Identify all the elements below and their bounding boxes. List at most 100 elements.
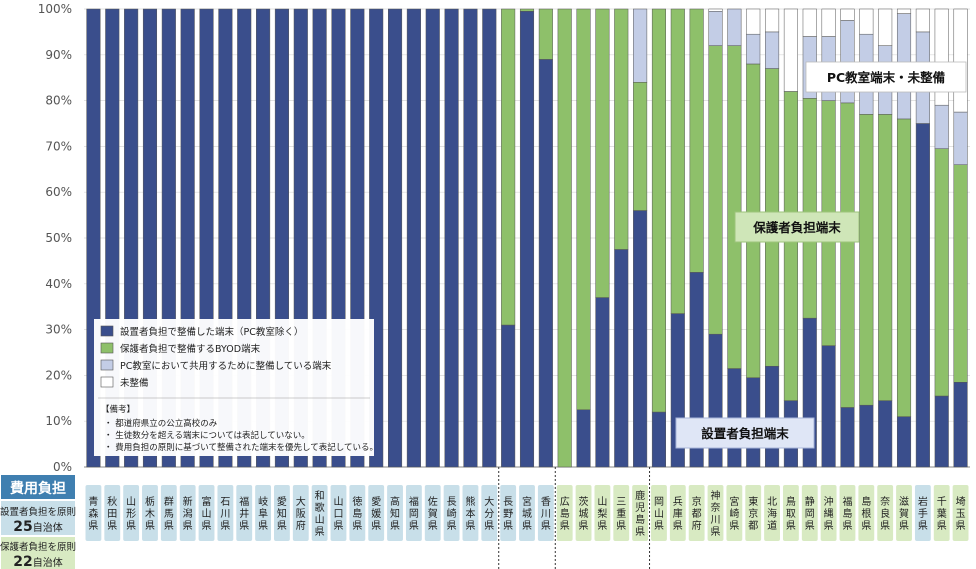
x-category: 京都府 [688,485,705,541]
x-tick-label: 奈良県 [880,495,890,532]
bar-segment [802,98,817,319]
x-tick-label: 鹿児島県 [635,489,645,538]
x-category: 奈良県 [877,485,894,541]
bar-segment [821,8,836,37]
note-1: ・ 都道府県立の公立高校のみ [104,418,218,429]
x-category-box [405,485,422,541]
bar-segment [519,11,535,468]
bar-group [896,8,912,468]
guardian-label: 保護者負担を原則 [0,541,76,553]
bar-segment [614,249,629,468]
legend: 設置者負担で整備した端末（PC教室除く） 保護者負担で整備するBYOD端末 PC… [94,319,378,456]
x-category-box [236,485,253,541]
x-tick-label: 茨城県 [579,495,589,532]
x-category-box [651,485,667,541]
x-category: 静岡県 [801,485,818,541]
x-category: 熊本県 [462,485,479,541]
note-3: ・ 費用負担の原則に基づいて整備された端末を優先して表記している。 [104,442,378,453]
x-category: 埼玉県 [952,485,969,541]
x-category-box [160,485,177,541]
bar-segment [915,8,930,33]
y-tick-label: 10% [45,414,72,428]
legend-label-guardian: 保護者負担で整備するBYOD端末 [120,343,261,355]
x-tick-label: 愛媛県 [371,495,381,532]
bar-segment [576,8,591,410]
x-tick-label: 埼玉県 [956,495,966,532]
x-category: 福井県 [236,485,253,541]
x-category-box [877,485,894,541]
x-category: 滋賀県 [896,485,912,541]
bar-segment [934,104,949,149]
setter-unit: 自治体 [33,521,63,534]
bar-segment [765,365,780,468]
bar-segment [915,123,930,468]
annotation-guardian-text: 保護者負担端末 [752,220,841,235]
bar-group [614,8,629,468]
x-category-box [914,485,931,541]
bar-segment [689,8,704,273]
group-separators [498,467,651,569]
bar-group [651,8,666,468]
x-category-box [688,485,705,541]
x-category: 石川県 [217,485,234,541]
x-category-box [537,485,554,541]
x-tick-label: 和歌山県 [315,490,325,538]
bar-group [463,8,478,468]
x-tick-label: 愛知県 [277,495,287,532]
bar-segment [651,8,666,413]
x-tick-label: 熊本県 [465,495,475,532]
x-tick-label: 三重県 [616,497,626,532]
x-axis-labels: 青森県秋田県山形県栃木県群馬県新潟県富山県石川県福井県岐阜県愛知県大阪府和歌山県… [85,485,969,541]
note-2: ・ 生徒数分を超える端末については表記していない。 [104,430,310,441]
bar-group [689,8,704,468]
bar-segment [878,400,893,468]
x-tick-label: 東京都 [748,495,758,532]
y-tick-label: 0% [53,460,72,474]
bar-segment [840,407,855,468]
y-tick-label: 90% [45,48,72,62]
x-category: 岩手県 [914,485,931,541]
legend-swatch-none [100,376,114,388]
x-tick-label: 鳥取県 [786,495,796,532]
x-category-box [575,485,592,541]
x-category-box [613,485,630,541]
bar-segment [501,8,516,326]
bar-segment [406,8,421,468]
annotation-pc-unmaintained: PC教室端末・未整備 [805,61,967,93]
x-category: 香川県 [537,485,554,541]
x-tick-label: 岐阜県 [258,495,268,532]
x-category-box [142,485,158,541]
bar-group [708,8,723,468]
legend-swatch-setter [100,325,114,337]
guardian-unit: 自治体 [33,556,63,569]
x-category: 神奈川県 [707,485,724,541]
y-tick-label: 80% [45,94,72,108]
x-category: 北海道 [764,485,780,541]
bar-segment [576,409,591,468]
x-category-box [255,485,272,541]
y-tick-label: 60% [45,185,72,199]
legend-swatch-guardian [100,342,114,354]
x-category-box [896,485,912,541]
x-tick-label: 岩手県 [918,495,928,532]
x-category-box [198,485,215,541]
x-category: 福島県 [839,485,856,541]
bar-segment [878,114,893,401]
x-tick-label: 千葉県 [937,496,947,532]
bar-segment [953,8,968,113]
y-axis: 0% 10% 20% 30% 40% 50% 60% 70% 80% 90% 100% [38,2,72,474]
annotation-pc-text: PC教室端末・未整備 [827,70,946,85]
notes-title: 【備考】 [101,404,135,415]
bar-segment [859,404,874,468]
bar-segment [595,297,610,468]
x-category-box [330,485,347,541]
annotation-guardian: 保護者負担端末 [734,211,860,243]
legend-background [94,319,374,456]
bar-segment [444,8,459,468]
bar-segment [783,8,798,92]
x-tick-label: 青森県 [88,495,98,532]
bar-group [595,8,610,468]
x-category-box [858,485,875,541]
bar-group [538,8,553,468]
